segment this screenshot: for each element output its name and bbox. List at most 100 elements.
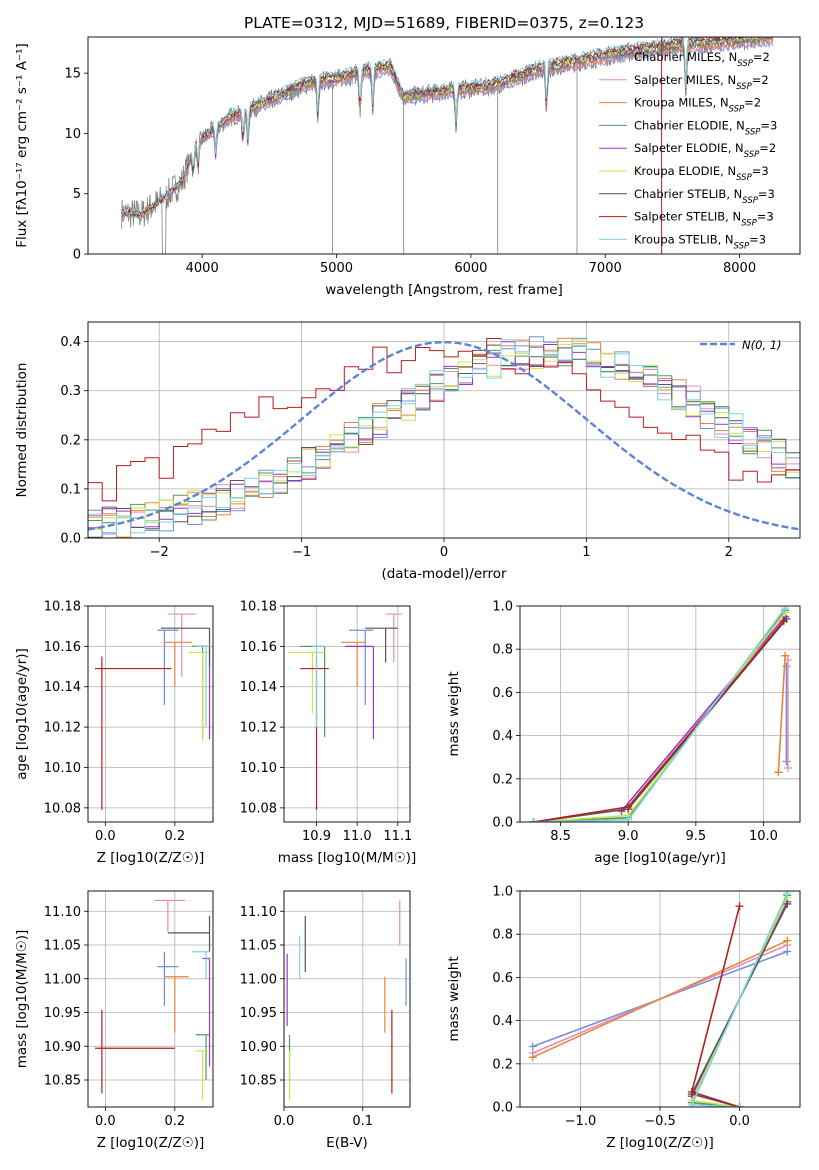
y-tick-label: 10.10 <box>44 761 81 776</box>
legend-entry: Salpeter ELODIE, NSSP=2 <box>634 141 776 160</box>
residuals-xlabel: (data-model)/error <box>381 566 507 582</box>
legend-entry: Kroupa ELODIE, NSSP=3 <box>634 164 769 183</box>
normal-reference-curve <box>88 340 800 531</box>
x-tick-label: 0 <box>440 545 448 560</box>
y-tick-label: 10.08 <box>44 801 81 816</box>
legend-entry: Chabrier MILES, NSSP=2 <box>634 50 770 69</box>
weight-line <box>533 620 785 822</box>
legend-entry: Kroupa STELIB, NSSP=3 <box>634 232 766 251</box>
model-spectrum-line <box>121 37 746 218</box>
weight-marker <box>528 1053 537 1062</box>
y-tick-label: 10.14 <box>240 680 277 695</box>
x-tick-label: 4000 <box>186 261 219 276</box>
y-tick-label: 10.90 <box>44 1040 81 1055</box>
weight_vs_Z-plot-area <box>528 891 792 1107</box>
x-tick-label: 7000 <box>589 261 622 276</box>
y-tick-label: 11.10 <box>44 905 81 920</box>
weight-marker <box>781 606 790 613</box>
weight-line <box>777 655 786 773</box>
y-tick-label: 10.16 <box>240 640 277 655</box>
y-tick-label: 0.0 <box>492 1101 513 1116</box>
y-tick-label: 10.14 <box>44 680 81 695</box>
weight-marker <box>783 899 792 908</box>
legend-entry: Salpeter STELIB, NSSP=3 <box>634 210 774 229</box>
age_vs_Z-axes <box>84 605 213 826</box>
weight_vs_age-ylabel: mass weight <box>446 671 462 756</box>
spectrum-xlabel: wavelength [Angstrom, rest frame] <box>325 282 563 298</box>
weight_vs_Z-xlabel: Z [log10(Z/Z☉)] <box>606 1135 714 1151</box>
x-tick-label: 10.9 <box>302 829 331 844</box>
x-tick-label: 8000 <box>723 261 756 276</box>
age_vs_Z-frame <box>87 605 214 823</box>
weight_vs_age-xlabel: age [log10(age/yr)] <box>594 850 726 866</box>
x-tick-label: 8.5 <box>550 829 571 844</box>
y-tick-label: 0.1 <box>60 482 81 497</box>
weight-line <box>532 939 788 1059</box>
spectrum-plot-area <box>121 37 774 254</box>
model-spectrum-line <box>121 37 774 219</box>
x-tick-label: 2 <box>725 545 733 560</box>
weight_vs_age-axes <box>516 605 800 826</box>
model-spectrum-line <box>121 37 766 219</box>
y-tick-label: 11.00 <box>240 972 277 987</box>
y-tick-label: 11.05 <box>44 939 81 954</box>
x-tick-label: 9.0 <box>618 829 639 844</box>
x-tick-label: 0.0 <box>95 829 116 844</box>
y-tick-label: 10.90 <box>240 1040 277 1055</box>
y-tick-label: 0.3 <box>60 384 81 399</box>
residuals-plot-area <box>88 336 800 538</box>
age_vs_Z-ylabel: age [log10(age/yr)] <box>14 648 30 780</box>
residual-histogram <box>88 338 800 502</box>
weight-marker <box>783 891 792 898</box>
mass_vs_Z-frame <box>87 890 214 1108</box>
legend-entry: Chabrier STELIB, NSSP=3 <box>634 187 775 206</box>
y-tick-label: 15 <box>64 67 81 82</box>
legend-entry: N(0, 1) <box>742 338 782 352</box>
mass_vs_Z-ylabel: mass [log10(M/M☉)] <box>14 930 30 1069</box>
y-tick-label: 11.05 <box>240 939 277 954</box>
x-tick-label: 0.2 <box>164 829 185 844</box>
age_vs_mass-xlabel: mass [log10(M/M☉)] <box>278 850 417 866</box>
y-tick-label: 10.18 <box>44 600 81 615</box>
y-tick-label: 0.8 <box>492 928 513 943</box>
x-tick-label: 0.0 <box>729 1114 750 1129</box>
weight-line <box>533 607 786 822</box>
weight-line <box>533 612 786 822</box>
y-tick-label: 1.0 <box>492 600 513 615</box>
y-tick-label: 10 <box>64 127 81 142</box>
weight-marker <box>735 1103 744 1107</box>
y-tick-label: 10.08 <box>240 801 277 816</box>
weight-marker <box>781 651 790 660</box>
x-tick-label: 10.0 <box>749 829 778 844</box>
x-tick-label: −1.0 <box>565 1114 597 1129</box>
mass_vs_Z-axes <box>84 891 213 1111</box>
x-tick-label: 1 <box>582 545 590 560</box>
x-tick-label: 0.0 <box>274 1114 295 1129</box>
weight_vs_Z-frame <box>519 890 801 1108</box>
y-tick-label: 1.0 <box>492 885 513 900</box>
y-tick-label: 10.10 <box>240 761 277 776</box>
residuals-ylabel: Normed distribution <box>14 363 30 498</box>
x-tick-label: 0.0 <box>95 1114 116 1129</box>
y-tick-label: 0.4 <box>492 1014 513 1029</box>
weight-marker <box>624 815 633 822</box>
model-spectrum-line <box>121 37 771 218</box>
y-tick-label: 10.85 <box>44 1074 81 1089</box>
mass_vs_ebv-axes <box>280 891 410 1111</box>
weight-marker <box>735 902 744 911</box>
legend-entry: Salpeter MILES, NSSP=2 <box>634 73 769 92</box>
x-tick-label: 11.1 <box>383 829 412 844</box>
y-tick-label: 5 <box>73 187 81 202</box>
weight-marker <box>774 768 783 777</box>
mass_vs_ebv-frame <box>283 890 411 1108</box>
residuals-axes <box>84 322 800 542</box>
x-tick-label: 5000 <box>320 261 353 276</box>
weight-marker <box>687 1087 696 1096</box>
weight-line <box>620 616 786 812</box>
y-tick-label: 0.6 <box>492 971 513 986</box>
x-tick-label: 0.2 <box>164 1114 185 1129</box>
spectrum-axes <box>84 72 740 258</box>
weight_vs_age-plot-area <box>529 606 792 822</box>
y-tick-label: 10.95 <box>44 1006 81 1021</box>
weight-marker <box>783 764 792 772</box>
